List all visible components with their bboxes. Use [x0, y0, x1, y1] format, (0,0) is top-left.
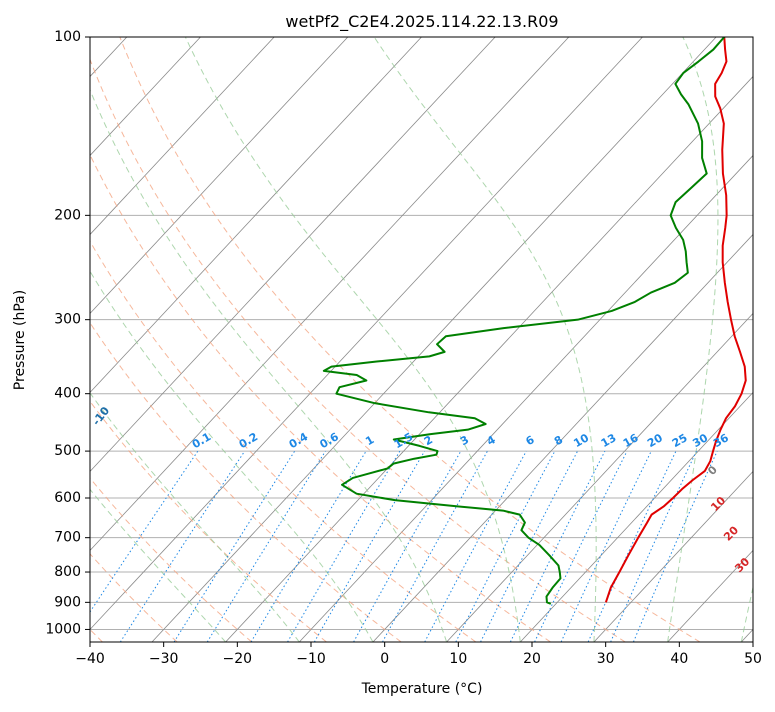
mixing-ratio-line [287, 450, 401, 642]
isotherm-line [90, 37, 643, 631]
dry-adiabat-line [90, 400, 327, 642]
isotherm-line [225, 75, 753, 642]
y-tick-label: 200 [54, 207, 81, 223]
x-tick-label: −10 [296, 651, 326, 667]
mixing-ratio-line [534, 450, 628, 642]
y-tick-label: 600 [54, 490, 81, 506]
x-axis-label: Temperature (°C) [361, 681, 483, 697]
isotherm-line [90, 37, 349, 315]
dewpoint-profile-line [322, 37, 726, 605]
isotherm-line [90, 37, 570, 552]
profiles-group [322, 37, 747, 605]
y-tick-label: 400 [54, 386, 81, 402]
y-axis-label: Pressure (hPa) [12, 290, 28, 390]
y-tick-label: 500 [54, 443, 81, 459]
x-tick-label: −30 [149, 651, 179, 667]
moist-adiabat-line [667, 37, 719, 642]
moist-adiabat-line [90, 270, 374, 642]
mixing-ratio-line [610, 450, 697, 642]
y-tick-label: 100 [54, 29, 81, 45]
y-tick-label: 1000 [45, 621, 81, 637]
isotherm-line [90, 37, 201, 157]
mixing-ratio-line [173, 450, 296, 642]
x-tick-label: 50 [744, 651, 762, 667]
mixing-ratio-line [587, 450, 677, 642]
x-tick-label: 10 [449, 651, 467, 667]
dry-adiabat-line [90, 58, 626, 642]
isotherm-line [372, 233, 753, 642]
chart-title: wetPf2_C2E4.2025.114.22.13.R09 [285, 12, 558, 32]
x-tick-label: 20 [523, 651, 541, 667]
moist-adiabat-line [90, 88, 448, 642]
mixing-ratio-line [509, 450, 606, 642]
mixing-ratio-line [250, 450, 367, 642]
axes-group: −40 −30 −20 −10 0 10 20 30 40 50 100 200 300 400 500 60… [45, 29, 762, 667]
mixing-ratio-line [382, 450, 488, 642]
y-tick-label: 700 [54, 530, 81, 546]
x-tick-label: 30 [597, 651, 615, 667]
isotherm-line [90, 37, 422, 394]
y-tick-label: 300 [54, 312, 81, 328]
moist-adiabat-line [90, 392, 300, 642]
background-lines-group [90, 37, 753, 642]
isotherm-line [90, 37, 275, 236]
mixing-ratio-line [632, 450, 718, 642]
temperature-profile-line [604, 37, 747, 603]
x-tick-label: 40 [670, 651, 688, 667]
x-tick-label: 0 [380, 651, 389, 667]
dry-adiabat-line [119, 37, 701, 642]
isotherm-line [151, 37, 717, 642]
dry-adiabat-line [90, 153, 551, 642]
isotherm-line [298, 154, 753, 642]
isotherm-line [90, 37, 496, 473]
isotherm-line [446, 312, 753, 642]
mixing-ratio-line [353, 450, 462, 642]
moist-adiabat-line [373, 37, 597, 642]
plot-frame [89, 36, 754, 643]
y-tick-label: 800 [54, 564, 81, 580]
moist-adiabat-line [184, 37, 521, 642]
isotherm-line [519, 391, 753, 642]
mixing-ratio-line [424, 450, 527, 642]
mixing-ratio-line [560, 450, 652, 642]
y-tick-label: 900 [54, 594, 81, 610]
x-tick-label: −40 [75, 651, 105, 667]
x-tick-label: −20 [223, 651, 253, 667]
mixing-ratio-line [313, 450, 426, 642]
moist-adiabat-label: 40 [750, 583, 770, 603]
mixing-ratio-line [206, 450, 326, 642]
isotherm-line [593, 470, 753, 642]
